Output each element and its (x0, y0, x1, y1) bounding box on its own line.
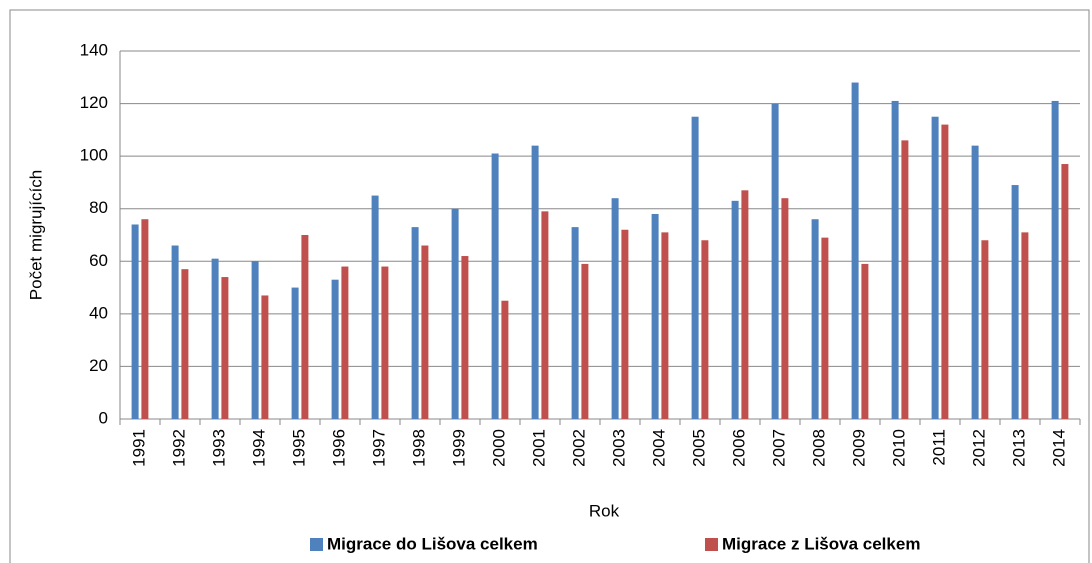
bar (691, 116, 699, 419)
legend-label: Migrace z Lišova celkem (722, 534, 920, 553)
bar (461, 256, 469, 419)
bar (221, 277, 229, 419)
legend-swatch (310, 538, 323, 551)
x-tick-label: 2002 (569, 429, 588, 467)
bar (131, 224, 139, 419)
y-tick-label: 40 (89, 303, 108, 322)
bar (781, 198, 789, 419)
bar (701, 240, 709, 419)
x-tick-label: 1992 (169, 429, 188, 467)
bar (1021, 232, 1029, 419)
bar (971, 145, 979, 419)
legend-swatch (705, 538, 718, 551)
bar (501, 300, 509, 419)
y-tick-label: 120 (80, 93, 108, 112)
bar (291, 287, 299, 419)
bar (261, 295, 269, 419)
bar (901, 140, 909, 419)
bar (1051, 100, 1059, 419)
x-tick-label: 1997 (369, 429, 388, 467)
bar (661, 232, 669, 419)
y-tick-label: 60 (89, 251, 108, 270)
bar (1061, 164, 1069, 419)
bar (141, 219, 149, 419)
x-tick-label: 1993 (209, 429, 228, 467)
x-tick-label: 1996 (329, 429, 348, 467)
bar (851, 82, 859, 420)
bar (941, 124, 949, 419)
bar (301, 235, 309, 419)
x-tick-label: 2006 (729, 429, 748, 467)
x-tick-label: 2005 (689, 429, 708, 467)
x-tick-label: 2008 (809, 429, 828, 467)
x-tick-label: 2009 (849, 429, 868, 467)
x-tick-label: 2013 (1009, 429, 1028, 467)
x-tick-label: 2003 (609, 429, 628, 467)
x-tick-label: 2010 (889, 429, 908, 467)
x-axis-label: Rok (589, 501, 620, 520)
bar (771, 103, 779, 420)
bar (731, 200, 739, 419)
bar (381, 266, 389, 419)
x-tick-label: 2000 (489, 429, 508, 467)
bar (541, 211, 549, 419)
x-tick-label: 2012 (969, 429, 988, 467)
x-tick-label: 1999 (449, 429, 468, 467)
y-tick-label: 0 (99, 408, 108, 427)
y-tick-label: 140 (80, 40, 108, 59)
y-tick-label: 80 (89, 198, 108, 217)
y-axis-label: Počet migrujících (26, 170, 45, 300)
bar (491, 153, 499, 419)
x-tick-label: 1991 (129, 429, 148, 467)
bar (891, 100, 899, 419)
bar (611, 198, 619, 419)
bar (651, 213, 659, 419)
bar (821, 237, 829, 419)
bar (741, 190, 749, 419)
y-tick-label: 20 (89, 356, 108, 375)
bar (981, 240, 989, 419)
bar (371, 195, 379, 419)
bar (251, 261, 259, 419)
bar (621, 229, 629, 419)
x-tick-label: 1994 (249, 429, 268, 467)
bar (1011, 185, 1019, 419)
chart-frame (9, 9, 1090, 563)
bar (331, 279, 339, 419)
bar (531, 145, 539, 419)
bar (581, 263, 589, 419)
x-tick-label: 1998 (409, 429, 428, 467)
bar (411, 227, 419, 419)
bar (811, 219, 819, 419)
bar (451, 208, 459, 419)
x-tick-label: 2014 (1049, 429, 1068, 467)
bar (861, 263, 869, 419)
legend-label: Migrace do Lišova celkem (327, 534, 538, 553)
bar (341, 266, 349, 419)
bar (211, 258, 219, 419)
bar (571, 227, 579, 419)
bar (931, 116, 939, 419)
y-tick-label: 100 (80, 146, 108, 165)
bar (171, 245, 179, 419)
x-tick-label: 2011 (929, 429, 948, 466)
x-tick-label: 2004 (649, 429, 668, 467)
bar (421, 245, 429, 419)
x-tick-label: 2001 (529, 429, 548, 467)
x-tick-label: 2007 (769, 429, 788, 467)
x-tick-label: 1995 (289, 429, 308, 467)
bar (181, 269, 189, 419)
